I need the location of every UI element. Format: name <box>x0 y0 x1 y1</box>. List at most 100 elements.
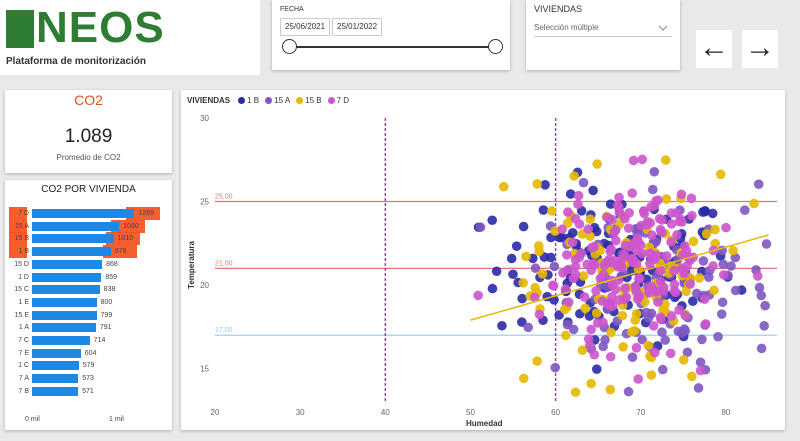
data-point[interactable] <box>688 296 698 307</box>
data-point[interactable] <box>583 334 594 344</box>
data-point[interactable] <box>591 364 602 374</box>
data-point[interactable] <box>523 322 533 333</box>
data-point[interactable] <box>666 311 677 321</box>
data-point[interactable] <box>611 284 621 295</box>
data-point[interactable] <box>666 237 676 247</box>
data-point[interactable] <box>621 292 632 302</box>
data-point[interactable] <box>693 383 704 393</box>
end-date-input[interactable]: 25/01/2022 <box>332 18 383 36</box>
legend-item-15a[interactable]: 15 A <box>265 96 290 105</box>
bar[interactable] <box>32 297 97 307</box>
data-point[interactable] <box>565 189 576 199</box>
data-point[interactable] <box>634 273 644 284</box>
data-point[interactable] <box>598 341 608 352</box>
data-point[interactable] <box>540 180 550 190</box>
bar-row[interactable]: 7 C 714 <box>5 335 172 347</box>
data-point[interactable] <box>574 219 585 229</box>
bar-row[interactable]: 1 A 791 <box>5 322 172 334</box>
data-point[interactable] <box>650 347 660 358</box>
legend-item-7d[interactable]: 7 D <box>327 96 349 105</box>
data-point[interactable] <box>637 334 648 345</box>
bar[interactable] <box>32 285 100 295</box>
data-point[interactable] <box>660 155 671 165</box>
data-point[interactable] <box>506 253 517 264</box>
data-point[interactable] <box>630 315 641 326</box>
data-point[interactable] <box>678 250 688 260</box>
data-point[interactable] <box>752 271 763 281</box>
data-point[interactable] <box>649 166 660 177</box>
data-point[interactable] <box>559 304 570 315</box>
data-point[interactable] <box>740 205 750 215</box>
data-point[interactable] <box>628 254 638 265</box>
data-point[interactable] <box>657 327 667 338</box>
data-point[interactable] <box>589 260 600 270</box>
data-point[interactable] <box>530 263 541 274</box>
data-point[interactable] <box>710 224 720 235</box>
data-point[interactable] <box>611 235 621 246</box>
data-point[interactable] <box>591 308 602 318</box>
data-point[interactable] <box>605 199 616 209</box>
data-point[interactable] <box>578 271 589 281</box>
data-point[interactable] <box>617 310 628 321</box>
data-point[interactable] <box>532 356 542 366</box>
data-point[interactable] <box>676 189 687 200</box>
data-point[interactable] <box>530 292 540 303</box>
data-point[interactable] <box>680 241 690 251</box>
data-point[interactable] <box>602 212 612 223</box>
data-point[interactable] <box>754 282 765 293</box>
data-point[interactable] <box>619 249 630 260</box>
data-point[interactable] <box>669 265 680 276</box>
data-point[interactable] <box>658 304 668 315</box>
data-point[interactable] <box>648 184 658 195</box>
data-point[interactable] <box>648 321 659 331</box>
data-point[interactable] <box>756 290 767 301</box>
data-point[interactable] <box>671 208 682 218</box>
data-point[interactable] <box>620 240 631 251</box>
data-point[interactable] <box>760 300 770 311</box>
bar[interactable] <box>32 221 120 231</box>
bar-row[interactable]: 7 E 604 <box>5 348 172 360</box>
data-point[interactable] <box>570 387 581 398</box>
data-point[interactable] <box>491 266 502 277</box>
bar-row[interactable]: 1 C 579 <box>5 360 172 372</box>
data-point[interactable] <box>682 347 693 358</box>
data-point[interactable] <box>674 216 685 227</box>
scatter-plot[interactable]: 15 20 25 30 20 30 40 50 60 70 80 Humedad Temperatura… <box>181 90 785 430</box>
data-point[interactable] <box>579 292 590 302</box>
data-point[interactable] <box>716 309 727 319</box>
data-point[interactable] <box>666 219 677 229</box>
data-point[interactable] <box>761 239 772 249</box>
data-point[interactable] <box>620 213 630 224</box>
data-point[interactable] <box>637 154 647 165</box>
data-point[interactable] <box>687 210 697 221</box>
data-point[interactable] <box>588 185 598 196</box>
bar[interactable] <box>32 259 103 269</box>
data-point[interactable] <box>606 327 616 338</box>
data-point[interactable] <box>517 293 527 304</box>
data-point[interactable] <box>623 386 634 397</box>
data-point[interactable] <box>688 236 699 247</box>
bar[interactable] <box>32 310 97 320</box>
bar-row[interactable]: 15 C 838 <box>5 284 172 296</box>
data-point[interactable] <box>649 200 660 211</box>
data-point[interactable] <box>521 251 531 262</box>
data-point[interactable] <box>717 297 728 308</box>
data-point[interactable] <box>665 348 676 359</box>
data-point[interactable] <box>672 230 682 240</box>
bar-row[interactable]: 15 D 868 <box>5 259 172 271</box>
data-point[interactable] <box>630 282 641 292</box>
data-point[interactable] <box>707 208 718 219</box>
bar-row[interactable]: 1 B 976 <box>5 245 172 259</box>
data-point[interactable] <box>475 222 486 233</box>
viviendas-select[interactable]: Selección múltiple <box>534 20 672 37</box>
legend-item-1b[interactable]: 1 B <box>238 96 259 105</box>
data-point[interactable] <box>586 242 597 253</box>
data-point[interactable] <box>578 177 589 188</box>
data-point[interactable] <box>680 310 690 321</box>
data-point[interactable] <box>756 343 767 354</box>
data-point[interactable] <box>678 355 689 365</box>
data-point[interactable] <box>685 279 696 289</box>
data-point[interactable] <box>655 265 666 276</box>
data-point[interactable] <box>639 208 650 219</box>
data-point[interactable] <box>669 279 680 290</box>
